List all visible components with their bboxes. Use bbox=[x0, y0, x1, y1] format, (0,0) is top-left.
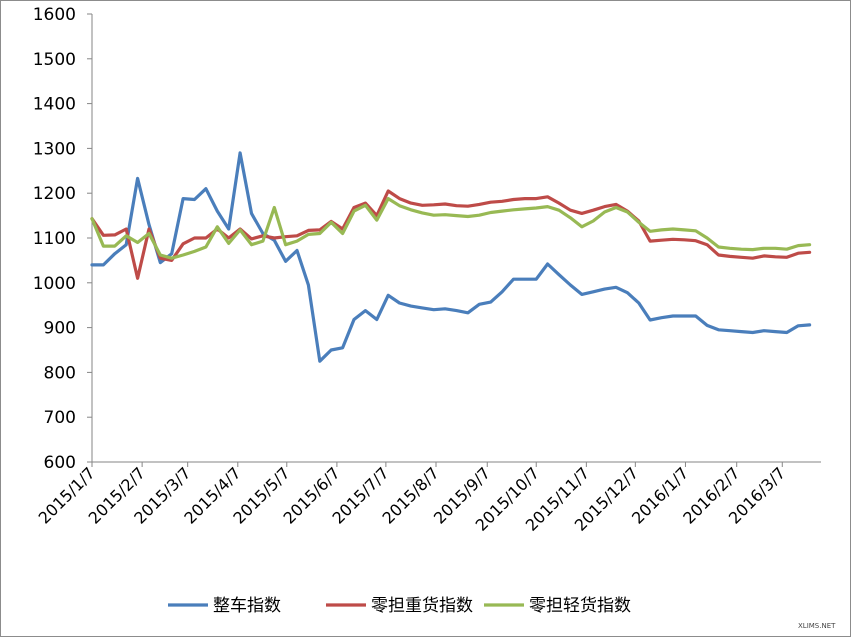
series-line-0 bbox=[90, 151, 812, 363]
y-tick-label: 1500 bbox=[33, 50, 76, 70]
y-tick-label: 800 bbox=[44, 363, 76, 383]
y-tick-label: 700 bbox=[44, 408, 76, 428]
legend-label-0: 整车指数 bbox=[213, 596, 281, 616]
series-lines bbox=[90, 151, 812, 363]
y-tick-label: 900 bbox=[44, 319, 76, 339]
legend-label-2: 零担轻货指数 bbox=[529, 596, 631, 616]
y-tick-label: 1100 bbox=[33, 229, 76, 249]
y-tick-label: 1600 bbox=[33, 5, 76, 25]
legend-label-1: 零担重货指数 bbox=[371, 596, 473, 616]
y-tick-label: 1200 bbox=[33, 184, 76, 204]
x-axis-ticks: 2015/1/72015/2/72015/3/72015/4/72015/5/7… bbox=[35, 462, 789, 535]
y-tick-label: 1000 bbox=[33, 274, 76, 294]
legend: 整车指数 零担重货指数 零担轻货指数 bbox=[168, 596, 631, 616]
series-line-2 bbox=[90, 197, 812, 260]
y-axis-ticks: 600 700 800 900 1000 1100 1200 1300 1400 1500 1600 bbox=[33, 5, 92, 473]
series-line-1 bbox=[90, 189, 812, 280]
watermark-text: XLIMS.NET bbox=[798, 622, 836, 630]
y-tick-label: 1400 bbox=[33, 95, 76, 115]
y-tick-label: 1300 bbox=[33, 139, 76, 159]
y-tick-label: 600 bbox=[44, 453, 76, 473]
